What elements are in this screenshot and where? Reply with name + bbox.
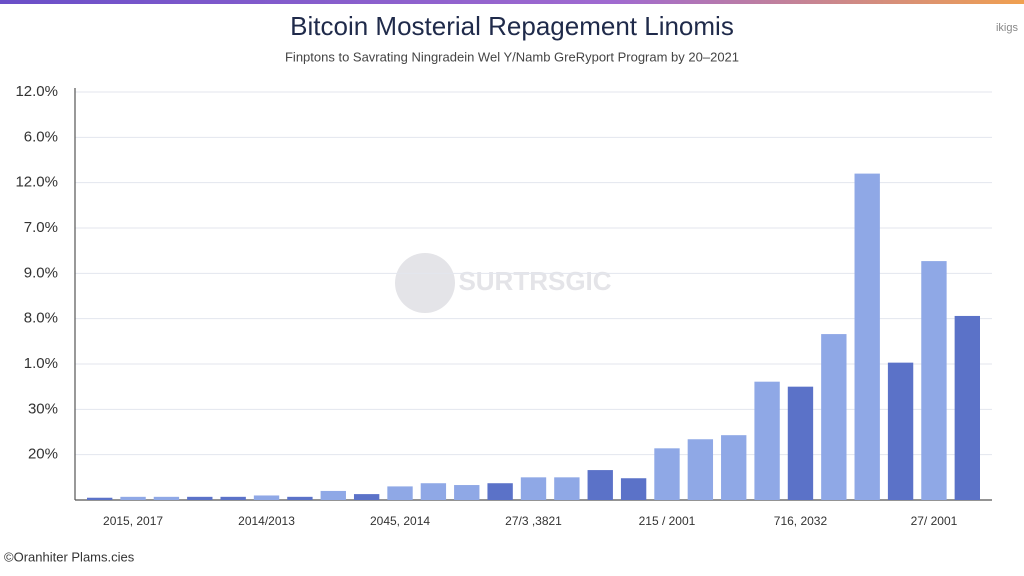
y-tick-label: 12.0%: [15, 174, 58, 191]
bar: [754, 381, 780, 500]
x-tick-label: 27/3 ,3821: [505, 514, 562, 528]
bar: [887, 362, 914, 500]
chart-title: Bitcoin Mosterial Repagement Linomis: [290, 11, 734, 41]
bar: [620, 478, 647, 500]
y-tick-label: 8.0%: [24, 310, 58, 327]
bar: [87, 497, 113, 500]
bar: [153, 496, 180, 500]
bar: [120, 496, 146, 500]
bar: [253, 495, 280, 500]
bar: [921, 261, 947, 500]
y-tick-label: 12.0%: [15, 83, 58, 100]
y-tick-label: 9.0%: [24, 264, 58, 281]
bar: [821, 334, 847, 500]
bar: [387, 486, 413, 500]
footer: ©Oranhiter Plams.cies: [4, 549, 135, 564]
bar: [287, 496, 313, 500]
top-accent: [0, 0, 1024, 4]
bar: [487, 483, 513, 500]
bar: [353, 494, 380, 500]
watermark-logo: [395, 253, 455, 313]
bar: [954, 315, 980, 500]
bar: [554, 477, 580, 500]
bar: [520, 477, 547, 500]
bar: [220, 496, 246, 500]
x-tick-label: 27/ 2001: [911, 514, 958, 528]
chart-subtitle: Finptons to Savrating Ningradein Wel Y/N…: [285, 49, 739, 64]
bar: [721, 435, 747, 500]
bar: [654, 448, 680, 500]
x-tick-label: 215 / 2001: [639, 514, 696, 528]
y-tick-label: 20%: [28, 446, 58, 463]
bar: [187, 496, 213, 500]
bar: [854, 173, 880, 500]
x-tick-label: 2014/2013: [238, 514, 295, 528]
x-tick-label: 716, 2032: [774, 514, 828, 528]
watermark: SURTRSGIC: [458, 266, 611, 296]
corner-text: ikigs: [996, 22, 1019, 34]
y-tick-label: 7.0%: [24, 219, 58, 236]
y-tick-label: 6.0%: [24, 128, 58, 145]
y-tick-label: 1.0%: [24, 355, 58, 372]
y-tick-label: 30%: [28, 400, 58, 417]
bar: [687, 439, 714, 500]
bar: [787, 386, 814, 500]
bar: [454, 485, 480, 500]
x-tick-label: 2015, 2017: [103, 514, 163, 528]
bar: [420, 483, 447, 500]
bar: [320, 490, 346, 500]
bar: [587, 470, 613, 500]
x-tick-label: 2045, 2014: [370, 514, 430, 528]
